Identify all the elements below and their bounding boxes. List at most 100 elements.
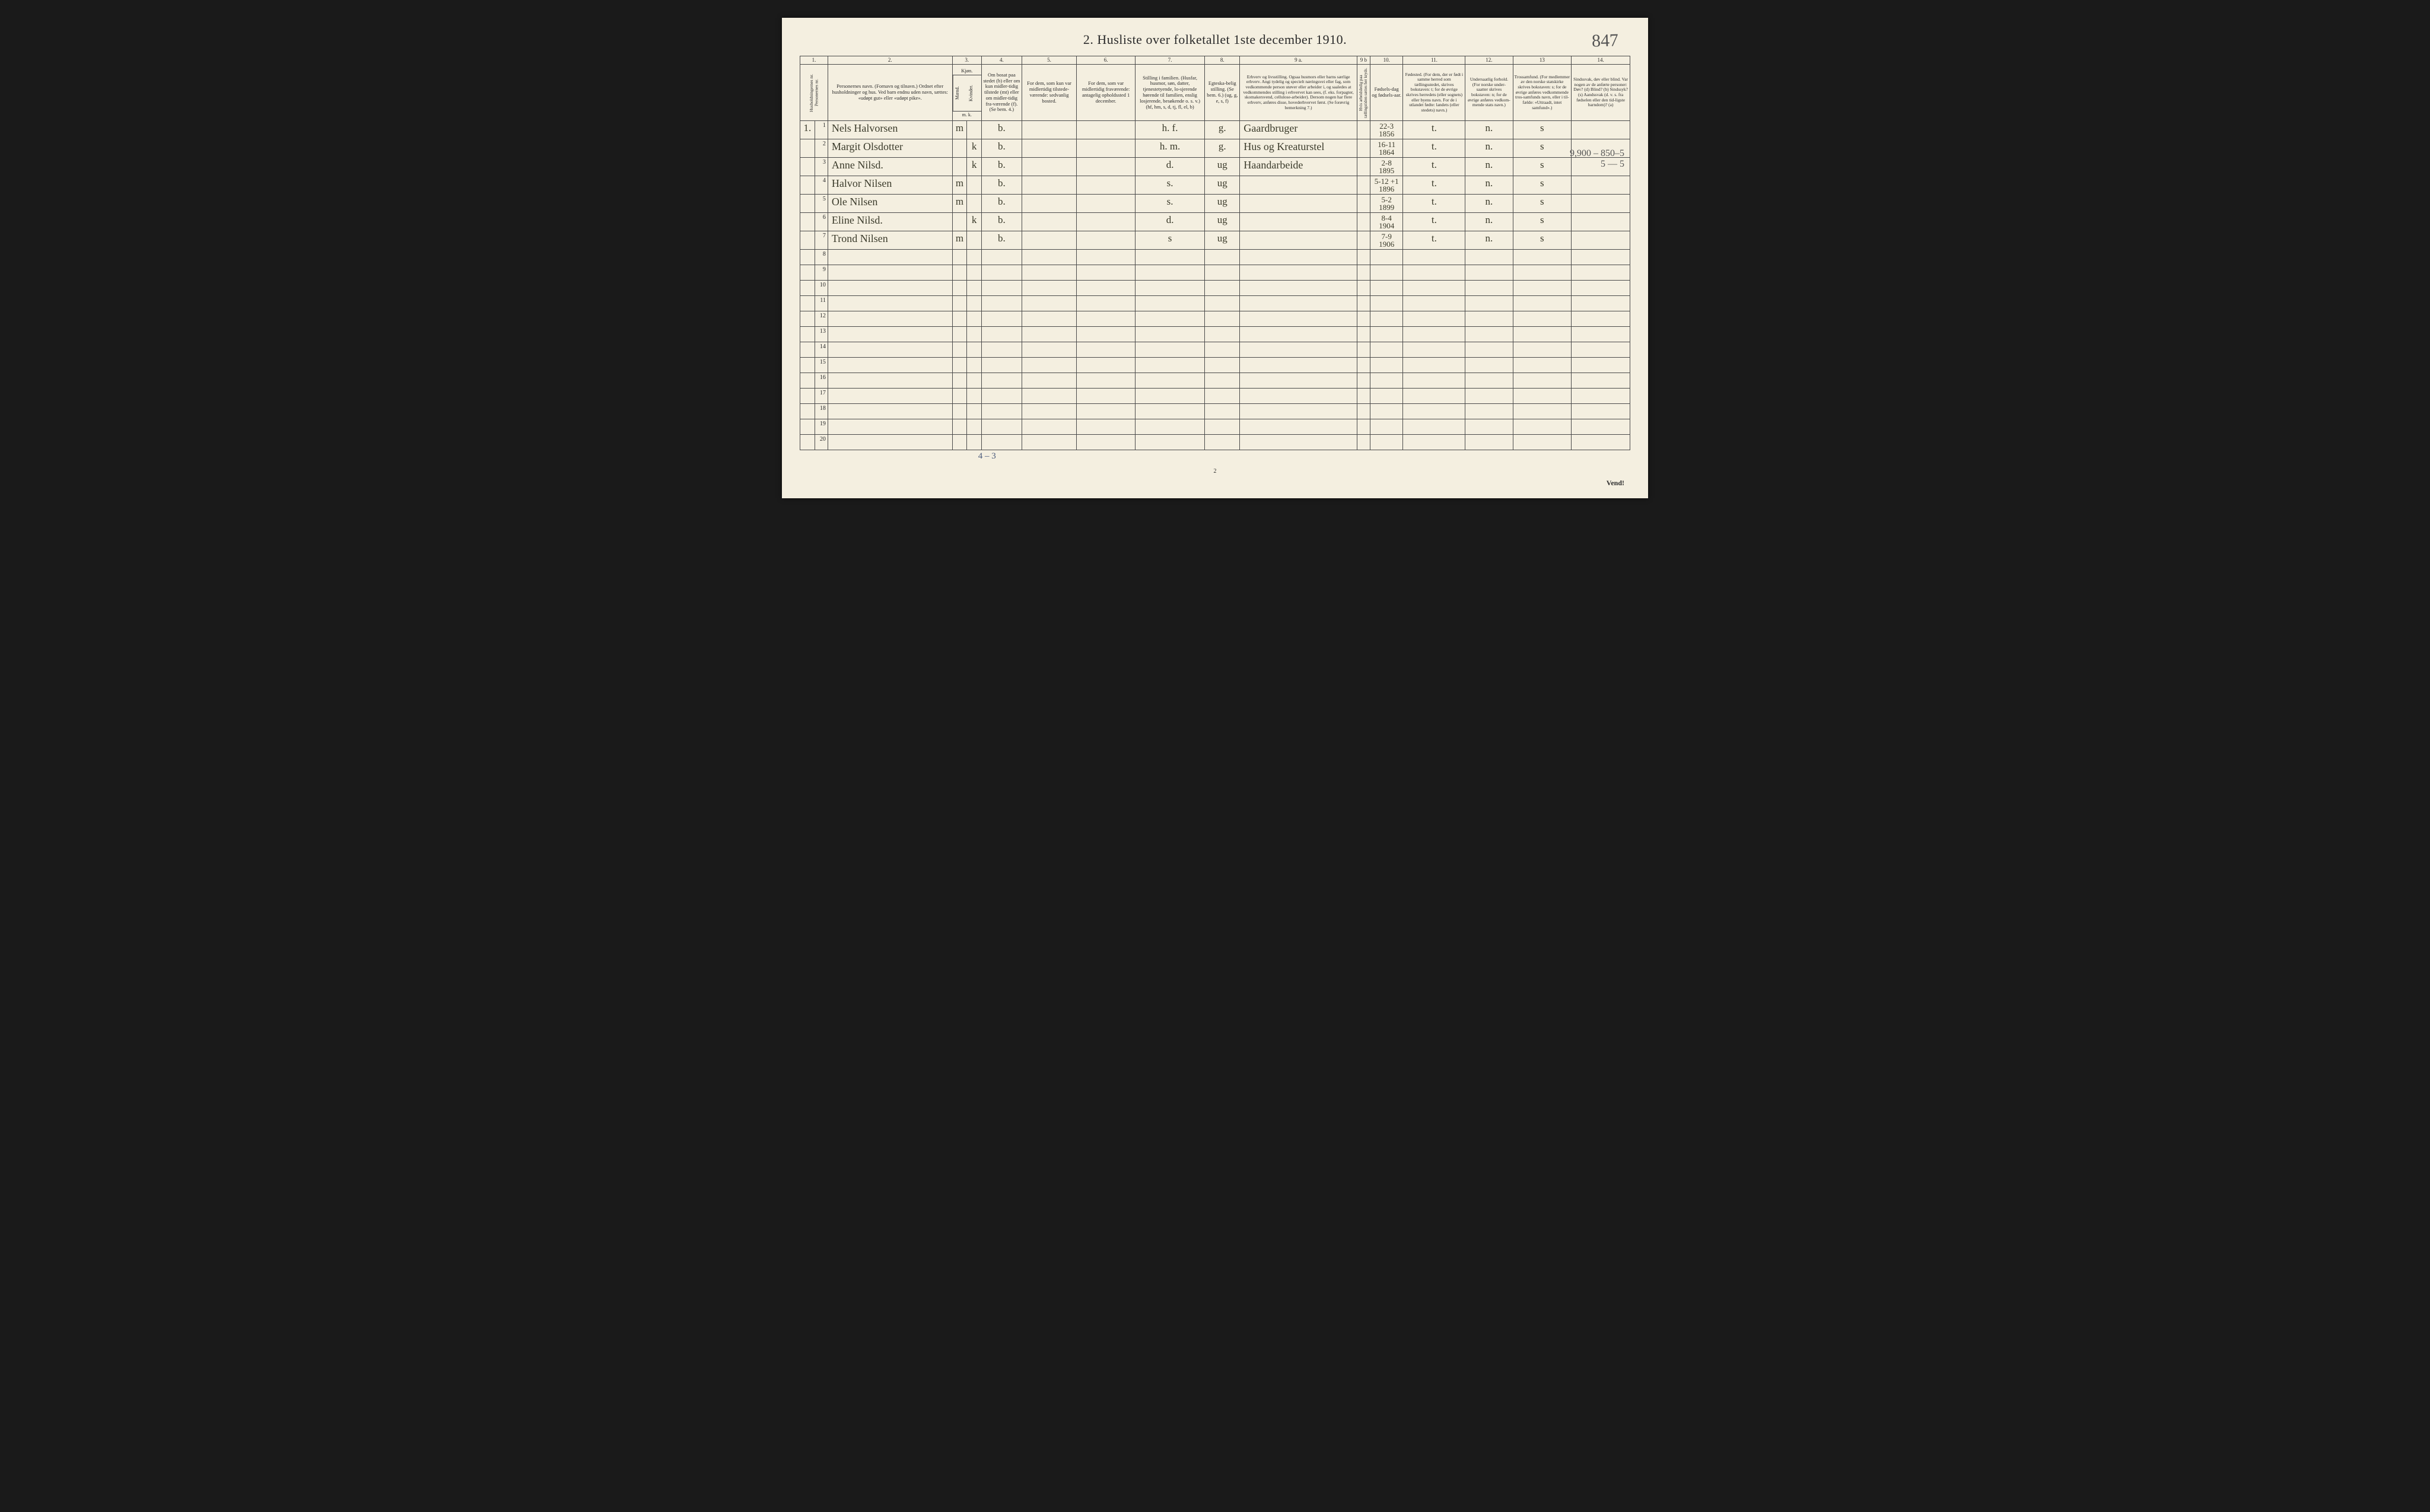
page-stamp-number: 847 xyxy=(1591,30,1618,52)
cell-family-position: s. xyxy=(1135,195,1204,213)
cell-5 xyxy=(1022,281,1077,296)
cell-5 xyxy=(1022,158,1077,176)
cell-9b xyxy=(1357,158,1370,176)
cell-religion xyxy=(1513,281,1572,296)
cell-sex-k xyxy=(967,419,982,435)
cell-marital: g. xyxy=(1205,121,1240,139)
page-title: 2. Husliste over folketallet 1ste decemb… xyxy=(800,32,1630,47)
colnum-7: 7. xyxy=(1135,56,1204,65)
cell-household-num xyxy=(800,419,815,435)
cell-name: Anne Nilsd. xyxy=(828,158,952,176)
cell-birthplace xyxy=(1403,327,1465,342)
cell-9b xyxy=(1357,404,1370,419)
colnum-10: 10. xyxy=(1370,56,1403,65)
cell-birthplace xyxy=(1403,281,1465,296)
cell-residence xyxy=(981,296,1022,311)
cell-sex-m xyxy=(952,435,967,450)
cell-religion xyxy=(1513,342,1572,358)
cell-6 xyxy=(1077,281,1136,296)
cell-name: Ole Nilsen xyxy=(828,195,952,213)
cell-household-num xyxy=(800,389,815,404)
cell-14 xyxy=(1572,195,1630,213)
cell-residence xyxy=(981,311,1022,327)
cell-religion xyxy=(1513,419,1572,435)
table-row-empty: 14 xyxy=(800,342,1630,358)
cell-person-num: 2 xyxy=(815,139,828,158)
cell-6 xyxy=(1077,404,1136,419)
cell-birthplace xyxy=(1403,311,1465,327)
cell-religion xyxy=(1513,250,1572,265)
cell-nationality xyxy=(1465,373,1513,389)
cell-person-num: 17 xyxy=(815,389,828,404)
table-row: 4Halvor Nilsenmb.s.ug5-12 +11896t.n.s xyxy=(800,176,1630,195)
cell-occupation xyxy=(1240,296,1357,311)
cell-birthdate xyxy=(1370,296,1403,311)
cell-5 xyxy=(1022,265,1077,281)
cell-residence xyxy=(981,389,1022,404)
colnum-4: 4. xyxy=(981,56,1022,65)
cell-family-position: s. xyxy=(1135,176,1204,195)
table-row-empty: 20 xyxy=(800,435,1630,450)
cell-family-position xyxy=(1135,265,1204,281)
table-row-empty: 13 xyxy=(800,327,1630,342)
cell-nationality xyxy=(1465,281,1513,296)
cell-household-num xyxy=(800,311,815,327)
cell-family-position: h. f. xyxy=(1135,121,1204,139)
cell-nationality xyxy=(1465,435,1513,450)
cell-birthplace xyxy=(1403,404,1465,419)
cell-religion xyxy=(1513,296,1572,311)
cell-5 xyxy=(1022,404,1077,419)
cell-5 xyxy=(1022,358,1077,373)
cell-birthdate xyxy=(1370,327,1403,342)
cell-sex-m: m xyxy=(952,121,967,139)
cell-residence: b. xyxy=(981,231,1022,250)
table-header: 1. 2. 3. 4. 5. 6. 7. 8. 9 a. 9 b 10. 11.… xyxy=(800,56,1630,121)
cell-religion xyxy=(1513,404,1572,419)
cell-6 xyxy=(1077,121,1136,139)
census-table: 1. 2. 3. 4. 5. 6. 7. 8. 9 a. 9 b 10. 11.… xyxy=(800,56,1630,466)
cell-birthplace xyxy=(1403,389,1465,404)
cell-family-position xyxy=(1135,358,1204,373)
cell-14 xyxy=(1572,419,1630,435)
cell-sex-k xyxy=(967,358,982,373)
table-row-empty: 16 xyxy=(800,373,1630,389)
cell-6 xyxy=(1077,176,1136,195)
header-3: Kjøn. Mænd. Kvinder. m. k. xyxy=(952,65,981,121)
cell-nationality xyxy=(1465,296,1513,311)
cell-5 xyxy=(1022,327,1077,342)
cell-family-position xyxy=(1135,250,1204,265)
table-row: 2Margit Olsdotterkb.h. m.g.Hus og Kreatu… xyxy=(800,139,1630,158)
colnum-13: 13 xyxy=(1513,56,1572,65)
cell-14 xyxy=(1572,373,1630,389)
cell-marital xyxy=(1205,404,1240,419)
cell-9b xyxy=(1357,213,1370,231)
cell-birthdate xyxy=(1370,435,1403,450)
cell-person-num: 19 xyxy=(815,419,828,435)
table-row: 5Ole Nilsenmb.s.ug5-21899t.n.s xyxy=(800,195,1630,213)
cell-family-position: h. m. xyxy=(1135,139,1204,158)
cell-6 xyxy=(1077,358,1136,373)
cell-sex-k xyxy=(967,435,982,450)
cell-5 xyxy=(1022,176,1077,195)
cell-residence xyxy=(981,435,1022,450)
cell-family-position xyxy=(1135,281,1204,296)
cell-sex-m xyxy=(952,404,967,419)
cell-occupation: Haandarbeide xyxy=(1240,158,1357,176)
cell-9b xyxy=(1357,176,1370,195)
cell-nationality: n. xyxy=(1465,213,1513,231)
cell-birthdate xyxy=(1370,389,1403,404)
cell-occupation xyxy=(1240,176,1357,195)
cell-sex-m xyxy=(952,358,967,373)
cell-6 xyxy=(1077,213,1136,231)
cell-14 xyxy=(1572,296,1630,311)
cell-nationality xyxy=(1465,342,1513,358)
cell-family-position xyxy=(1135,419,1204,435)
cell-religion xyxy=(1513,327,1572,342)
cell-name: Trond Nilsen xyxy=(828,231,952,250)
cell-sex-m: m xyxy=(952,176,967,195)
cell-occupation xyxy=(1240,342,1357,358)
cell-religion: s xyxy=(1513,213,1572,231)
cell-name xyxy=(828,250,952,265)
cell-family-position xyxy=(1135,435,1204,450)
cell-person-num: 6 xyxy=(815,213,828,231)
